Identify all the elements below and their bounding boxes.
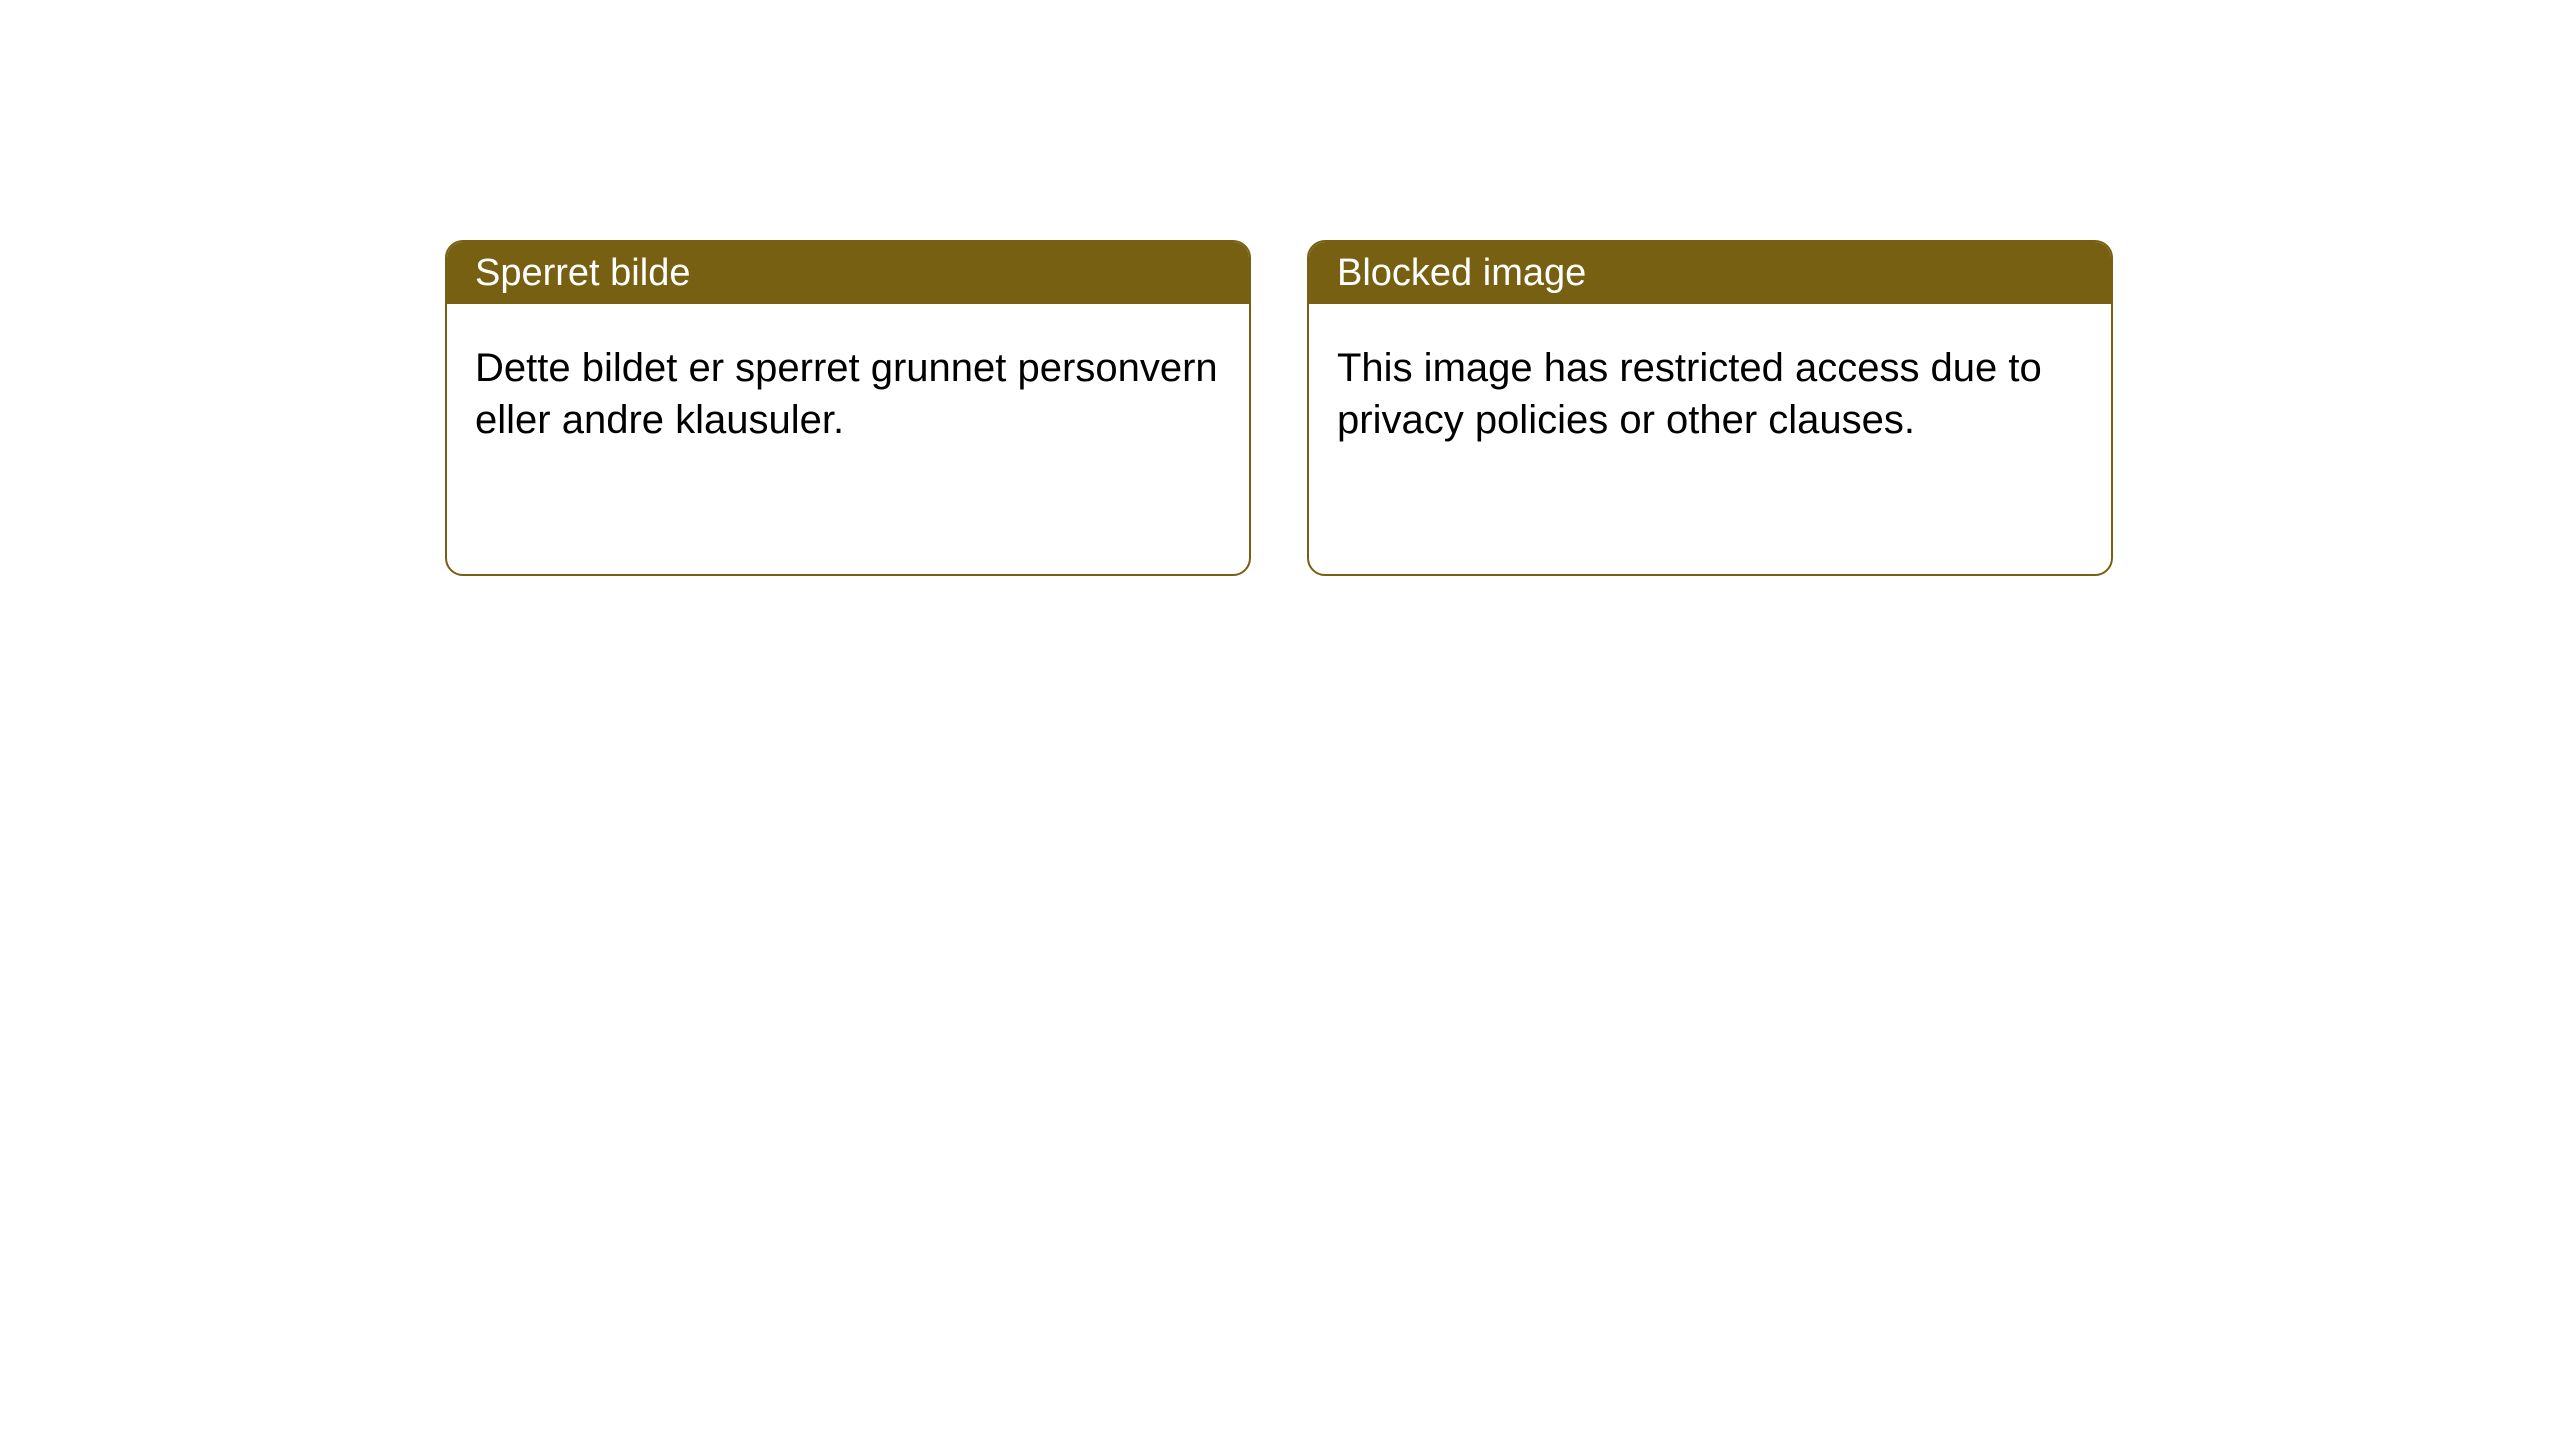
- blocked-image-card-en: Blocked image This image has restricted …: [1307, 240, 2113, 576]
- card-header-en: Blocked image: [1309, 242, 2111, 304]
- card-body-no: Dette bildet er sperret grunnet personve…: [447, 304, 1249, 484]
- card-header-no: Sperret bilde: [447, 242, 1249, 304]
- cards-container: Sperret bilde Dette bildet er sperret gr…: [0, 0, 2560, 576]
- blocked-image-card-no: Sperret bilde Dette bildet er sperret gr…: [445, 240, 1251, 576]
- card-body-en: This image has restricted access due to …: [1309, 304, 2111, 484]
